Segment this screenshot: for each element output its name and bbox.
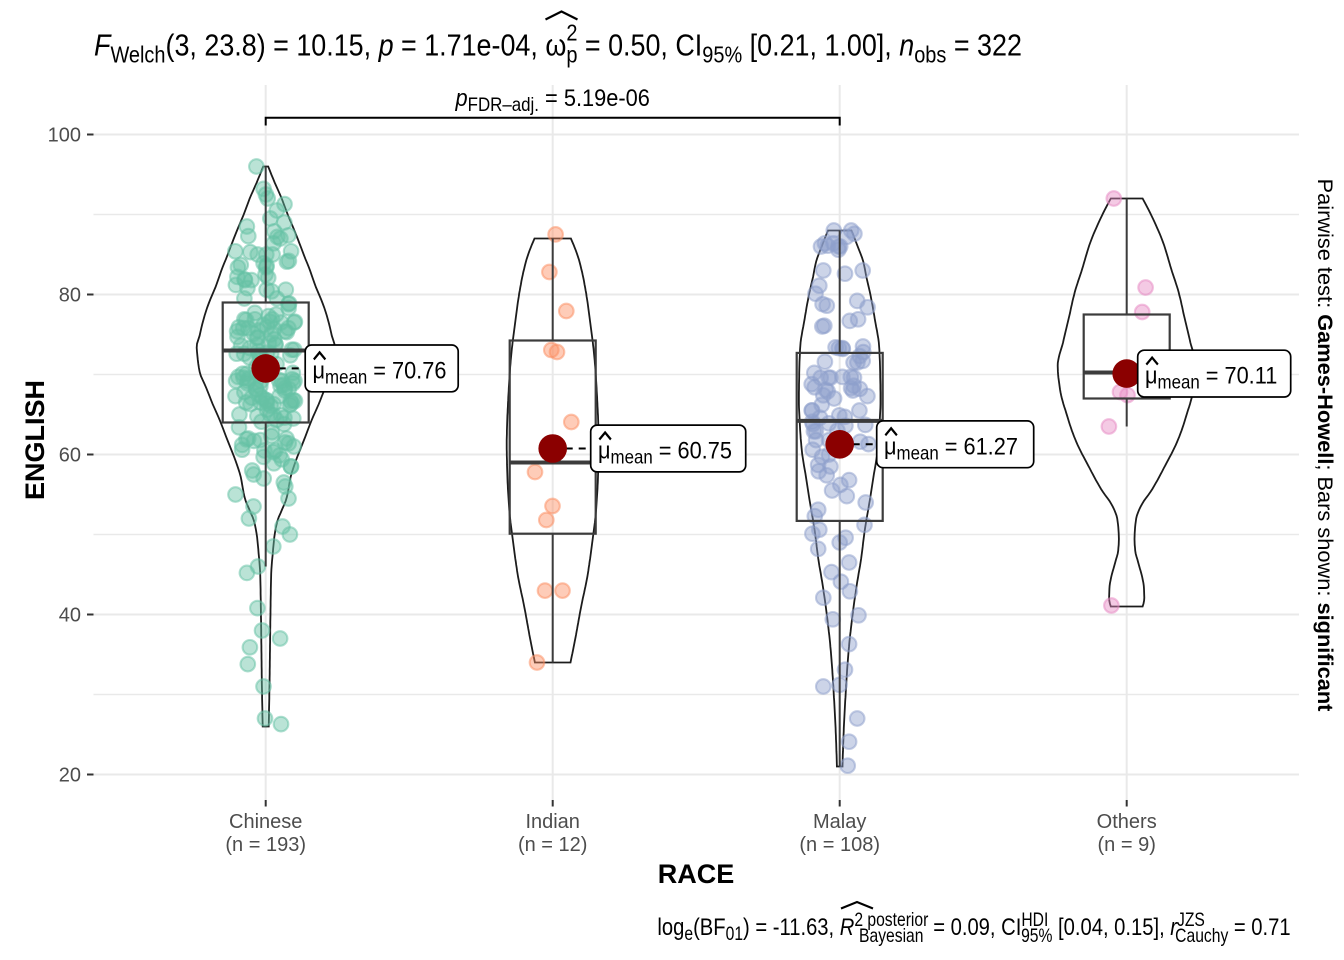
svg-text:20: 20 xyxy=(59,765,81,787)
svg-text:loge(BF01) = -11.63, R2 poster: loge(BF01) = -11.63, R2 posterior Bayesia… xyxy=(657,909,1290,947)
svg-text:40: 40 xyxy=(59,605,81,627)
svg-text:μmean = 70.76: μmean = 70.76 xyxy=(313,356,447,387)
svg-text:Pairwise test: Games-Howell; B: Pairwise test: Games-Howell; Bars shown:… xyxy=(1313,179,1338,712)
svg-text:Others: Others xyxy=(1097,811,1157,833)
svg-text:(n = 9): (n = 9) xyxy=(1098,834,1156,856)
svg-text:μmean = 61.27: μmean = 61.27 xyxy=(884,432,1018,463)
svg-text:(n = 108): (n = 108) xyxy=(799,834,880,856)
svg-text:RACE: RACE xyxy=(658,859,735,889)
svg-text:100: 100 xyxy=(48,125,81,147)
svg-text:80: 80 xyxy=(59,285,81,307)
svg-text:Chinese: Chinese xyxy=(229,811,302,833)
svg-text:Malay: Malay xyxy=(813,811,866,833)
svg-text:FWelch(3, 23.8) = 10.15, p = 1: FWelch(3, 23.8) = 10.15, p = 1.71e-04, ω… xyxy=(94,20,1022,68)
svg-text:μmean = 70.11: μmean = 70.11 xyxy=(1145,361,1277,392)
svg-text:Indian: Indian xyxy=(525,811,580,833)
svg-text:60: 60 xyxy=(59,445,81,467)
svg-text:ENGLISH: ENGLISH xyxy=(20,380,50,500)
svg-text:(n = 193): (n = 193) xyxy=(225,834,306,856)
svg-text:(n = 12): (n = 12) xyxy=(518,834,587,856)
svg-text:pFDR–adj. = 5.19e-06: pFDR–adj. = 5.19e-06 xyxy=(455,84,650,115)
